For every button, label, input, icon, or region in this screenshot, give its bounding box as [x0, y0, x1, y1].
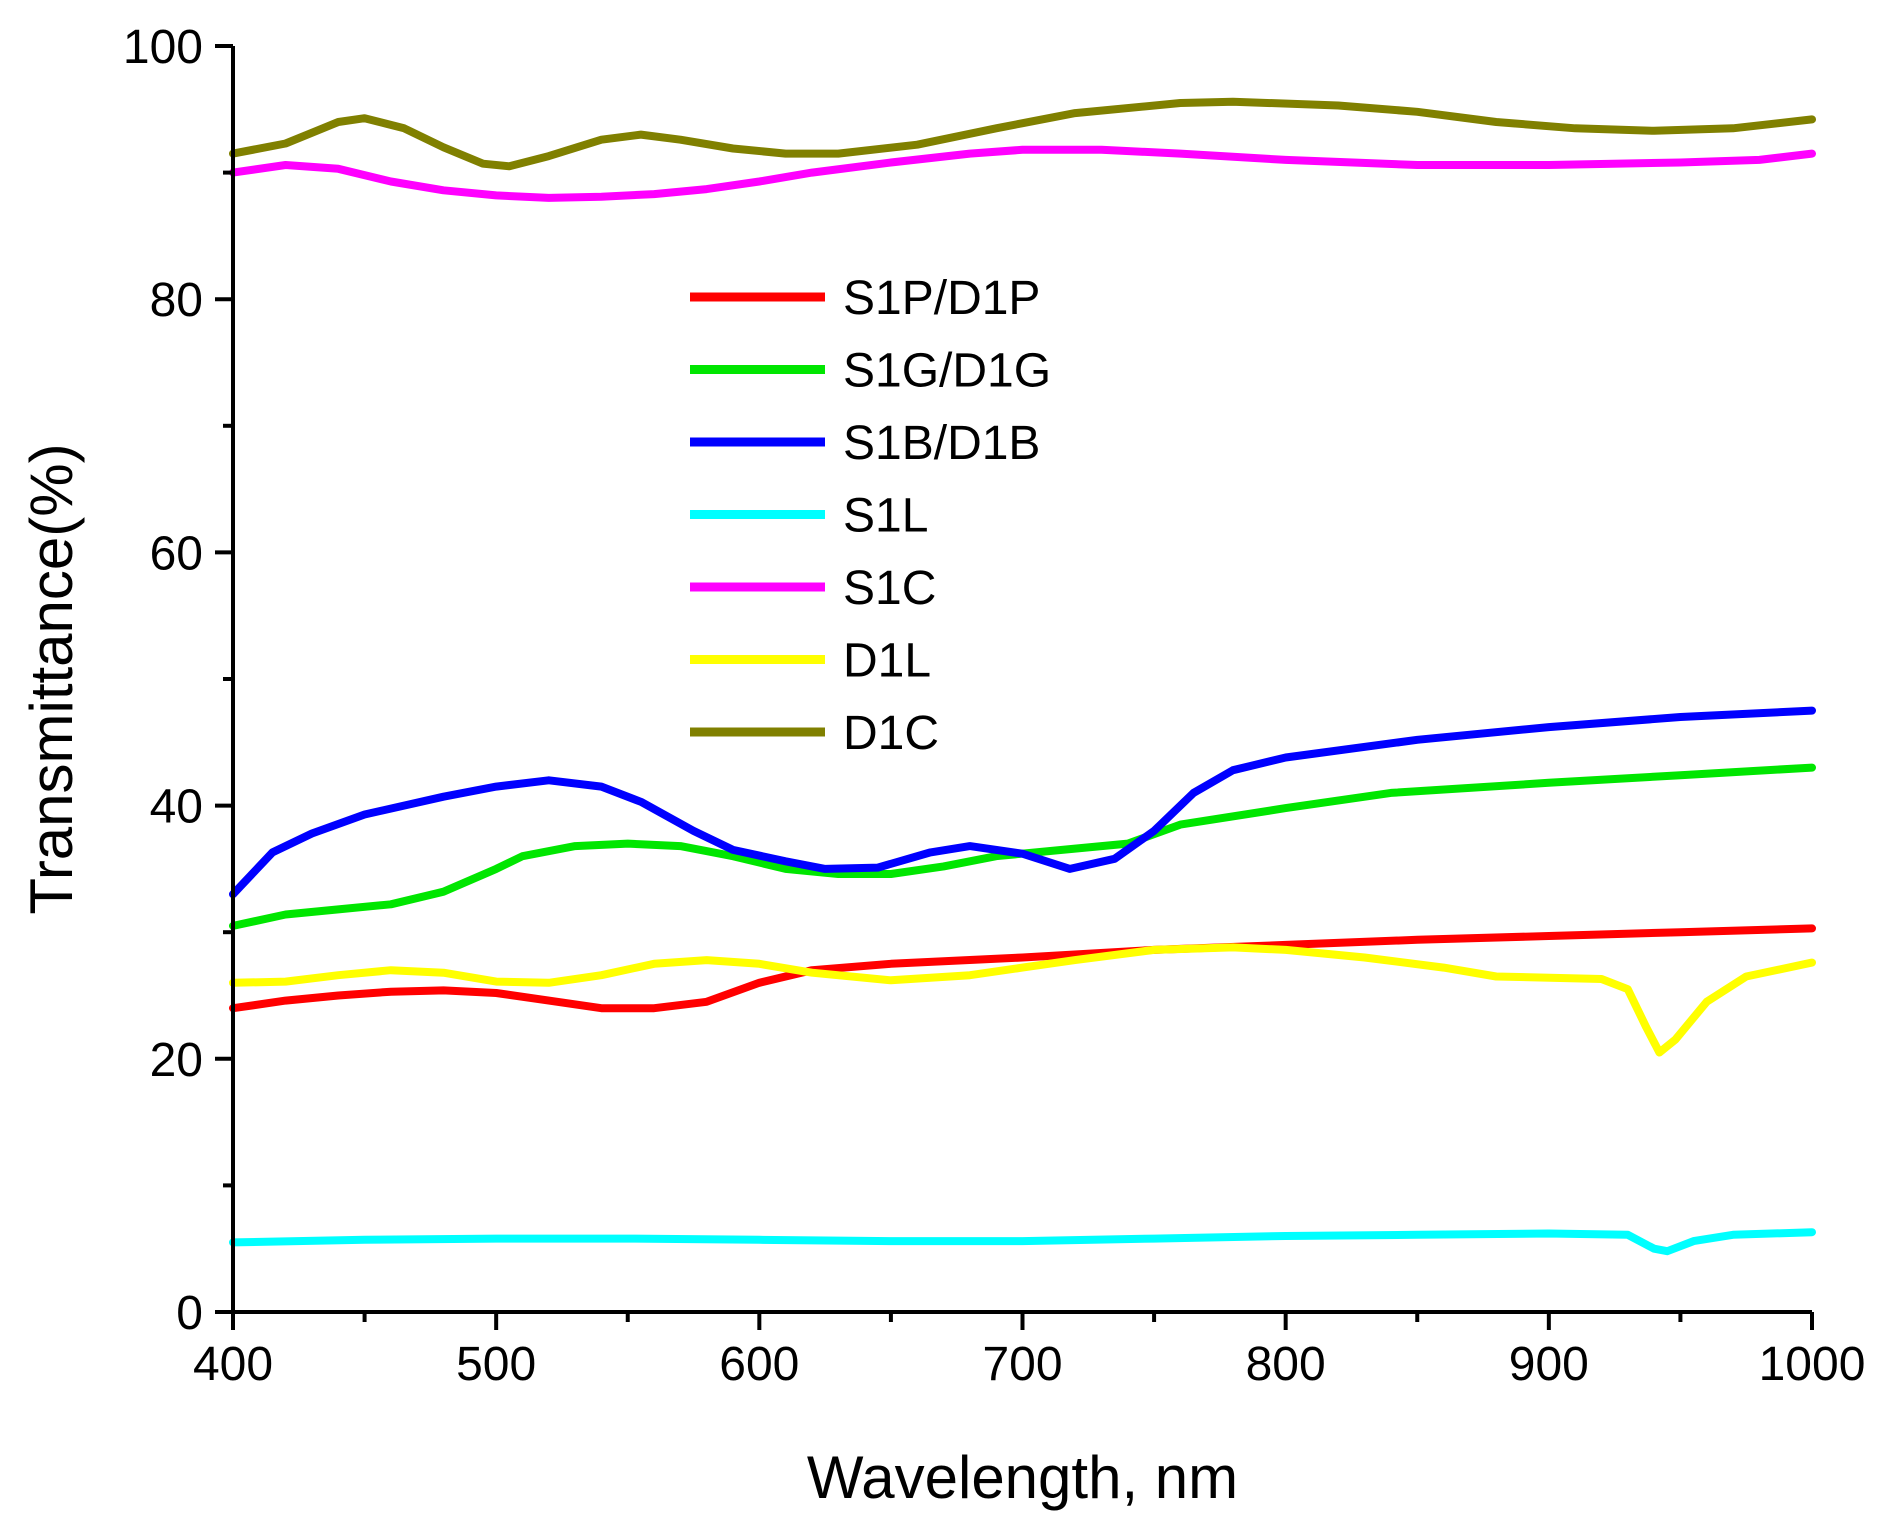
x-tick-label: 800 [1246, 1338, 1326, 1391]
legend-label-4: S1C [843, 562, 936, 615]
y-tick-label: 60 [150, 527, 203, 580]
x-tick-label: 600 [719, 1338, 799, 1391]
legend-label-5: D1L [843, 635, 931, 688]
series-layer [229, 97, 1816, 1256]
series-line-3 [229, 1228, 1816, 1256]
legend-label-1: S1G/D1G [843, 345, 1051, 398]
legend-label-0: S1P/D1P [843, 272, 1040, 325]
axes-layer [231, 46, 1812, 1314]
x-tick-label: 400 [193, 1338, 273, 1391]
series-line-0 [229, 924, 1816, 1013]
y-tick-label: 20 [150, 1034, 203, 1087]
legend-label-6: D1C [843, 707, 939, 760]
legend: S1P/D1P S1G/D1G S1B/D1B S1L S1C D1L D1C [690, 272, 1051, 760]
y-tick-label: 80 [150, 274, 203, 327]
x-tick-label: 500 [456, 1338, 536, 1391]
series-line-2 [229, 706, 1816, 899]
x-tick-label: 700 [982, 1338, 1062, 1391]
series-line-4 [229, 145, 1816, 202]
series-line-6 [229, 97, 1816, 171]
legend-label-3: S1L [843, 490, 928, 543]
x-tick-label: 1000 [1759, 1338, 1866, 1391]
y-tick-label: 0 [176, 1287, 203, 1340]
y-tick-label: 100 [123, 21, 203, 74]
ticks-layer: 400 500 600 700 800 900 1000 0 20 40 60 80 100 [123, 21, 1865, 1391]
series-line-5 [229, 943, 1816, 1057]
x-axis-title: Wavelength, nm [807, 1444, 1238, 1511]
y-tick-label: 40 [150, 781, 203, 834]
legend-label-2: S1B/D1B [843, 417, 1040, 470]
y-axis-title: Transmittance(%) [18, 443, 85, 914]
series-line-1 [229, 763, 1816, 930]
x-tick-label: 900 [1509, 1338, 1589, 1391]
